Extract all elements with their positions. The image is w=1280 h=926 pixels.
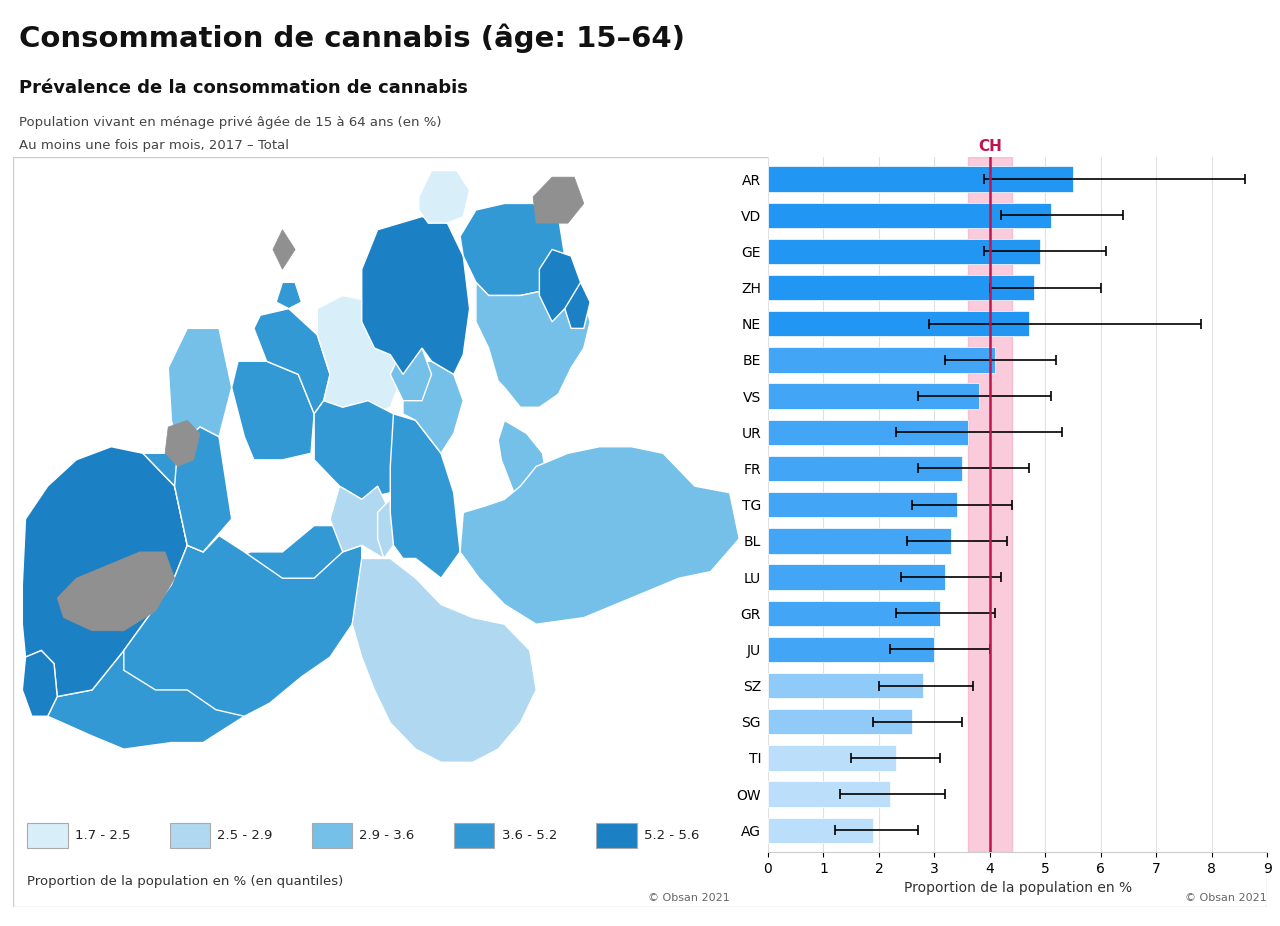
Polygon shape (362, 217, 470, 374)
Polygon shape (390, 414, 460, 578)
Polygon shape (232, 361, 314, 460)
Text: 2.9 - 3.6: 2.9 - 3.6 (360, 829, 415, 843)
Bar (454, 823, 494, 848)
Polygon shape (403, 361, 463, 453)
Bar (768, 601, 940, 626)
Polygon shape (165, 420, 200, 467)
Bar (768, 528, 951, 554)
Bar (768, 782, 890, 807)
Bar (768, 383, 979, 408)
Text: Consommation de cannabis (âge: 15–64): Consommation de cannabis (âge: 15–64) (19, 23, 685, 53)
Text: © Obsan 2021: © Obsan 2021 (1185, 893, 1267, 903)
Text: Population vivant en ménage privé âgée de 15 à 64 ans (en %): Population vivant en ménage privé âgée d… (19, 116, 442, 129)
Text: 3.6 - 5.2: 3.6 - 5.2 (502, 829, 557, 843)
Bar (768, 347, 996, 372)
Polygon shape (253, 308, 330, 414)
Text: CH: CH (978, 139, 1002, 154)
Polygon shape (539, 249, 581, 322)
Text: Proportion de la population en % (en quantiles): Proportion de la population en % (en qua… (27, 875, 343, 888)
Polygon shape (47, 526, 362, 749)
Polygon shape (390, 348, 431, 401)
Bar (768, 637, 934, 662)
Bar (768, 239, 1039, 264)
Bar (768, 673, 923, 698)
Polygon shape (498, 420, 549, 512)
Bar (170, 823, 210, 848)
Bar (768, 564, 946, 590)
Polygon shape (460, 446, 740, 624)
Polygon shape (476, 256, 590, 407)
Polygon shape (564, 282, 590, 329)
Bar (768, 275, 1034, 300)
Bar (768, 818, 873, 843)
Bar (596, 823, 636, 848)
Polygon shape (124, 535, 362, 716)
Bar (768, 167, 1073, 192)
Polygon shape (174, 427, 232, 552)
Bar (768, 456, 963, 482)
X-axis label: Proportion de la population en %: Proportion de la population en % (904, 882, 1132, 895)
Text: 2.5 - 2.9: 2.5 - 2.9 (218, 829, 273, 843)
Polygon shape (314, 401, 403, 499)
Bar (768, 203, 1051, 228)
Polygon shape (22, 650, 58, 716)
Text: 1.7 - 2.5: 1.7 - 2.5 (74, 829, 131, 843)
Bar (27, 823, 68, 848)
Polygon shape (143, 427, 223, 552)
Polygon shape (22, 446, 187, 696)
Polygon shape (532, 177, 584, 223)
Polygon shape (330, 486, 393, 558)
Text: Prévalence de la consommation de cannabis: Prévalence de la consommation de cannabi… (19, 79, 468, 96)
Bar (768, 745, 896, 770)
Text: 5.2 - 5.6: 5.2 - 5.6 (644, 829, 699, 843)
Bar (768, 311, 1029, 336)
Bar (768, 492, 956, 518)
Polygon shape (273, 230, 296, 269)
Bar (968, 157, 1012, 852)
Polygon shape (460, 204, 564, 295)
Polygon shape (352, 558, 536, 762)
Text: © Obsan 2021: © Obsan 2021 (648, 893, 730, 903)
Bar (768, 419, 968, 445)
Polygon shape (419, 170, 470, 223)
Polygon shape (317, 295, 403, 420)
Text: Au moins une fois par mois, 2017 – Total: Au moins une fois par mois, 2017 – Total (19, 139, 289, 152)
Bar (768, 709, 913, 734)
Polygon shape (378, 499, 416, 558)
Bar (312, 823, 352, 848)
Polygon shape (58, 552, 174, 631)
Polygon shape (276, 282, 302, 308)
Polygon shape (168, 329, 232, 446)
